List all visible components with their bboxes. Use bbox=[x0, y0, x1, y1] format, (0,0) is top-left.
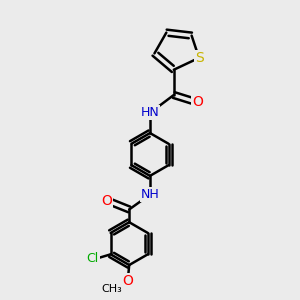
Text: O: O bbox=[122, 274, 133, 288]
Text: S: S bbox=[195, 51, 203, 65]
Text: O: O bbox=[101, 194, 112, 208]
Text: HN: HN bbox=[141, 106, 159, 119]
Text: Cl: Cl bbox=[87, 252, 99, 265]
Text: O: O bbox=[192, 95, 203, 110]
Text: NH: NH bbox=[141, 188, 159, 201]
Text: CH₃: CH₃ bbox=[101, 284, 122, 294]
